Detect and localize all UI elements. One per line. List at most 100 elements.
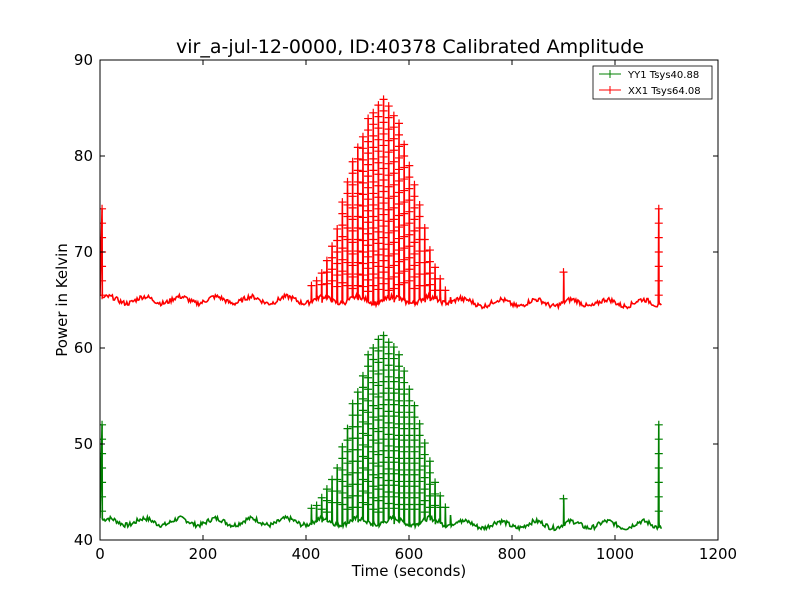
data-point [389, 423, 398, 432]
data-point [415, 477, 424, 486]
data-point [389, 261, 398, 270]
data-point [369, 270, 378, 279]
data-point [384, 441, 393, 450]
data-point [369, 378, 378, 387]
data-point [348, 272, 357, 281]
data-point [353, 154, 362, 163]
ticks-layer: 0 200 400 600 800 1000 1200 40 50 60 70 80 90 [74, 51, 737, 563]
data-point [369, 224, 378, 232]
y-tick-label: 80 [74, 147, 93, 165]
data-point [384, 205, 393, 214]
data-point [369, 505, 378, 514]
spike-point [654, 478, 663, 487]
data-point [400, 447, 409, 456]
data-point [358, 178, 367, 187]
y-tick-label: 70 [74, 243, 93, 261]
data-point [400, 140, 409, 149]
data-point [441, 286, 450, 295]
data-point [338, 255, 347, 264]
data-point [317, 493, 326, 502]
data-point [395, 465, 404, 474]
data-point [364, 408, 373, 417]
data-point [384, 263, 393, 272]
spike-point [654, 435, 663, 444]
data-point [415, 431, 424, 440]
data-point [395, 246, 404, 255]
data-point [420, 224, 429, 232]
data-point [379, 118, 388, 127]
data-point [379, 458, 388, 467]
data-point [338, 465, 347, 474]
data-point [379, 233, 388, 242]
data-point [338, 500, 347, 509]
data-point [405, 477, 414, 486]
spike-point [654, 291, 663, 300]
data-point [389, 272, 398, 281]
data-point [405, 242, 414, 251]
data-point [384, 338, 393, 347]
data-point [358, 371, 367, 380]
data-point [384, 499, 393, 508]
data-point [420, 485, 429, 494]
data-point [431, 489, 440, 498]
data-point [400, 152, 409, 160]
legend-label-xx1: XX1 Tsys64.08 [628, 86, 701, 97]
data-point [333, 475, 342, 484]
y-tick-label: 90 [74, 51, 93, 69]
spike-point [100, 262, 107, 271]
data-point [384, 464, 393, 473]
data-point [395, 257, 404, 266]
data-point [358, 201, 367, 210]
series-line-0 [100, 335, 663, 533]
data-point [374, 450, 383, 459]
data-point [379, 331, 388, 340]
data-point [328, 265, 337, 274]
data-point [410, 192, 419, 201]
data-point [384, 453, 393, 462]
data-point [379, 106, 388, 115]
data-point [358, 248, 367, 256]
data-point [410, 459, 419, 468]
data-point [353, 434, 362, 443]
data-point [358, 259, 367, 268]
data-point [389, 157, 398, 166]
spike-point [654, 276, 663, 285]
data-point [364, 454, 373, 463]
data-point [369, 143, 378, 152]
data-point [395, 223, 404, 232]
data-point [384, 240, 393, 249]
data-point [379, 245, 388, 254]
data-point [395, 153, 404, 162]
data-point [312, 501, 321, 510]
data-point [395, 165, 404, 174]
data-point [374, 262, 383, 271]
data-point [379, 141, 388, 150]
data-point [395, 488, 404, 497]
data-point [358, 213, 367, 222]
data-point [425, 457, 434, 466]
data-point [364, 373, 373, 382]
data-point [369, 470, 378, 479]
data-point [374, 204, 383, 213]
data-point [358, 406, 367, 415]
data-point [425, 491, 434, 500]
data-point [379, 187, 388, 196]
data-point [343, 224, 352, 232]
data-point [358, 452, 367, 461]
spike-point [100, 435, 107, 444]
data-point [317, 280, 326, 289]
data-point [379, 412, 388, 421]
data-point [364, 218, 373, 227]
data-point [389, 504, 398, 513]
data-point [343, 459, 352, 468]
data-point [395, 362, 404, 371]
data-point [333, 259, 342, 268]
data-point [389, 238, 398, 247]
data-point [379, 268, 388, 277]
data-point [389, 111, 398, 120]
data-point [400, 424, 409, 433]
data-point [353, 281, 362, 290]
data-point [420, 508, 429, 517]
data-point [389, 123, 398, 132]
data-point [410, 401, 419, 410]
